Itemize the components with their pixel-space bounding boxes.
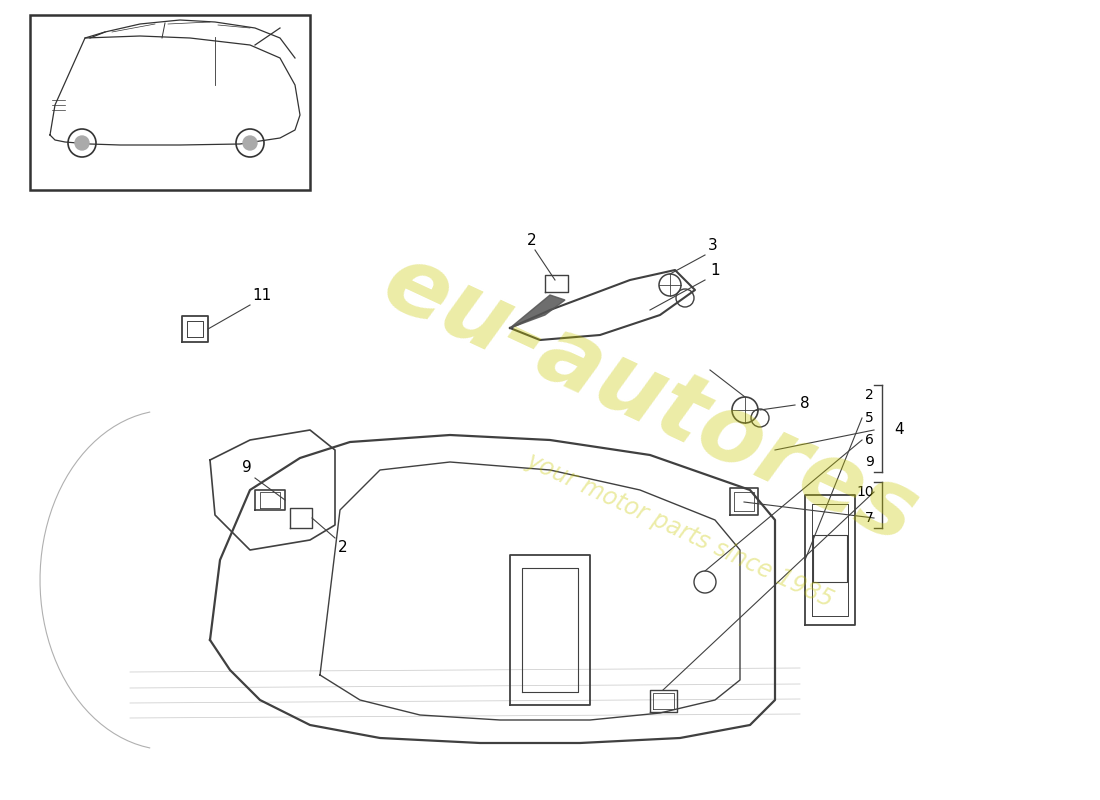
Text: 1: 1 <box>710 263 719 278</box>
Text: 3: 3 <box>708 238 717 253</box>
Bar <box>30 15 310 190</box>
Text: 2: 2 <box>338 540 348 555</box>
Text: 6: 6 <box>865 433 874 447</box>
Circle shape <box>75 136 89 150</box>
Text: 5: 5 <box>866 411 874 425</box>
Circle shape <box>243 136 257 150</box>
Text: 7: 7 <box>866 511 874 525</box>
Text: 11: 11 <box>252 288 272 303</box>
Text: your motor parts since 1985: your motor parts since 1985 <box>522 448 837 612</box>
Text: eu-autores: eu-autores <box>368 236 932 564</box>
Text: 2: 2 <box>527 233 537 248</box>
Text: 8: 8 <box>800 395 810 410</box>
Polygon shape <box>510 295 565 328</box>
Text: 4: 4 <box>894 422 903 438</box>
Text: 9: 9 <box>865 455 874 469</box>
Text: 9: 9 <box>242 460 252 475</box>
Text: 10: 10 <box>857 485 874 499</box>
Text: 2: 2 <box>866 388 874 402</box>
